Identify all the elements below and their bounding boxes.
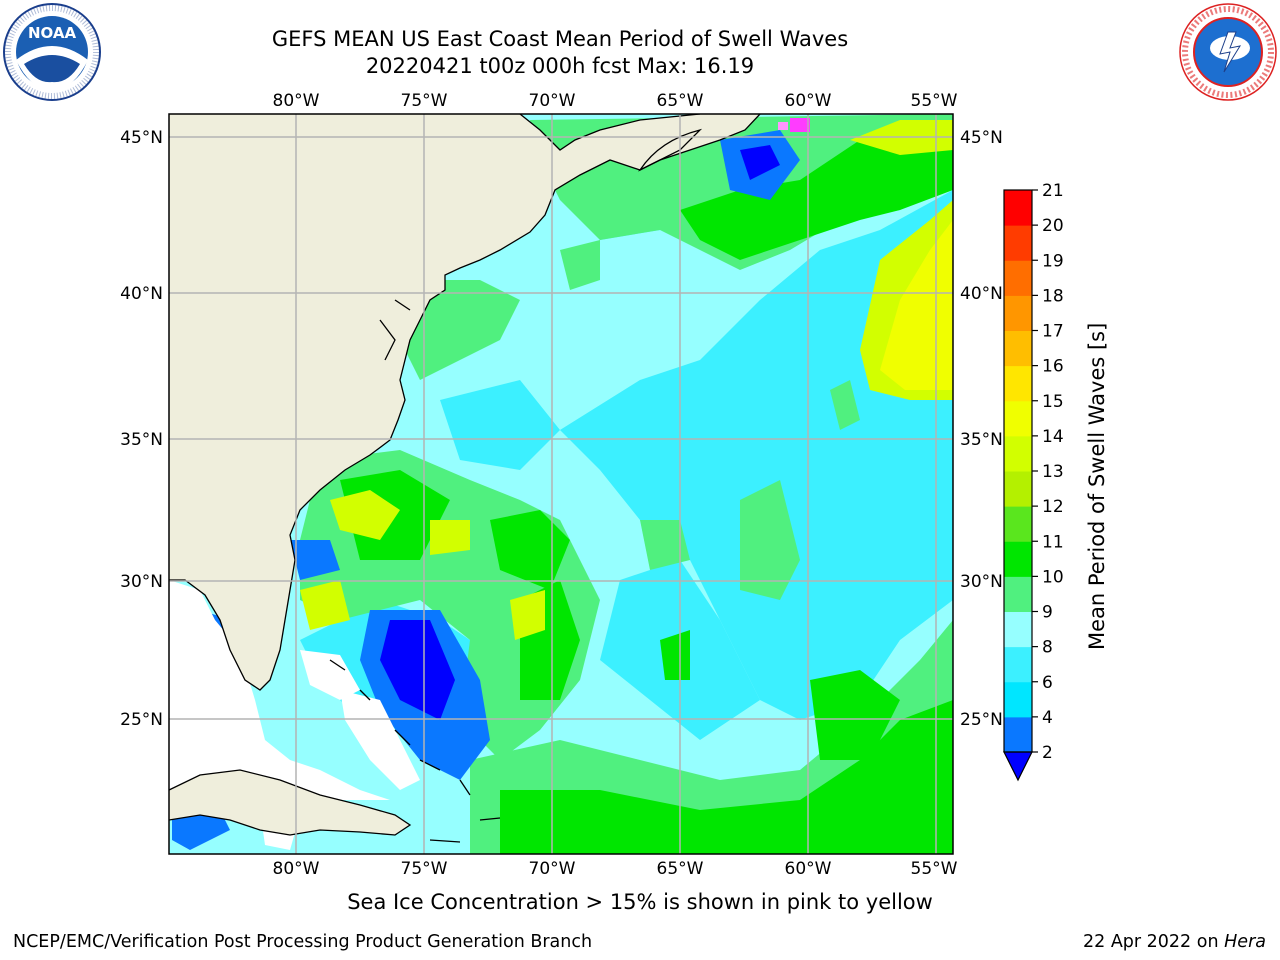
colorbar-segment [1004,365,1032,402]
lon-label: 55°W [911,859,958,879]
land-mass [169,114,760,835]
lat-label: 25°N [960,710,1003,730]
lat-labels-right: 45°N 40°N 35°N 30°N 25°N [960,128,1003,730]
no-data-region [169,580,420,850]
lat-label: 30°N [120,572,163,592]
footer-date: 22 Apr 2022 on Hera [1083,932,1266,952]
colorbar-tick-label: 10 [1042,567,1064,587]
sea-ice-patch-edge [778,122,788,130]
colorbar-segment [1004,576,1032,612]
colorbar-segment [1004,681,1032,718]
lon-label: 65°W [657,859,704,879]
noaa-logo-icon: NOAA [3,3,101,101]
colorbar-segment [1004,716,1032,753]
lat-label: 40°N [120,284,163,304]
lat-label: 35°N [960,430,1003,450]
colorbar-tick-label: 2 [1042,743,1053,763]
colorbar-tick-label: 15 [1042,392,1064,412]
colorbar-label: Mean Period of Swell Waves [s] [1085,322,1109,650]
colorbar-tick-label: 17 [1042,322,1064,342]
lon-label: 75°W [401,91,448,111]
footer-credit: NCEP/EMC/Verification Post Processing Pr… [13,932,593,952]
graticule [169,114,953,854]
colorbar-tick-label: 16 [1042,357,1064,377]
colorbar-tick-label: 4 [1042,708,1053,728]
colorbar-tick-label: 13 [1042,462,1064,482]
colorbar-tick-label: 9 [1042,603,1053,623]
colorbar: 2 4 6 8 9 10 11 12 13 14 15 16 17 18 19 20 21 [1003,181,1064,782]
colorbar-segment [1004,330,1032,367]
colorbar-segment [1004,646,1032,683]
lon-label: 80°W [273,859,320,879]
lon-label: 75°W [401,859,448,879]
lon-label: 65°W [657,91,704,111]
lat-labels-left: 45°N 40°N 35°N 30°N 25°N [120,128,163,730]
lat-label: 25°N [120,710,163,730]
sea-ice-caption: Sea Ice Concentration > 15% is shown in … [347,890,933,914]
colorbar-segment [1004,611,1032,648]
lon-label: 60°W [785,859,832,879]
colorbar-under-extension [1003,751,1033,782]
colorbar-segment [1004,435,1032,472]
lon-labels-top: 80°W 75°W 70°W 65°W 60°W 55°W [273,91,958,111]
colorbar-segment [1004,190,1032,226]
colorbar-tick-label: 18 [1042,286,1064,306]
colorbar-segment [1004,506,1032,542]
lon-label: 70°W [529,91,576,111]
footer-date-text: 22 Apr 2022 on [1082,932,1219,952]
lon-label: 55°W [911,91,958,111]
lat-label: 45°N [120,128,163,148]
colorbar-segment [1004,225,1032,261]
colorbar-tick-label: 6 [1042,673,1053,693]
colorbar-tick-label: 19 [1042,251,1064,271]
svg-text:NOAA: NOAA [28,24,77,42]
chart-subtitle: 20220421 t00z 000h fcst Max: 16.19 [365,54,755,78]
footer-machine: Hera [1224,932,1266,952]
colorbar-segment [1004,295,1032,331]
swell-zone-14-15 [880,220,953,390]
colorbar-segment [1004,541,1032,577]
lon-labels-bottom: 80°W 75°W 70°W 65°W 60°W 55°W [273,859,958,879]
colorbar-segment [1004,260,1032,296]
colorbar-tick-label: 20 [1042,216,1064,236]
lon-label: 60°W [785,91,832,111]
colorbar-tick-label: 11 [1042,532,1064,552]
sea-ice-patch [790,118,810,132]
lat-label: 35°N [120,430,163,450]
lat-label: 30°N [960,572,1003,592]
lon-label: 70°W [529,859,576,879]
colorbar-tick-label: 12 [1042,497,1064,517]
lat-label: 40°N [960,284,1003,304]
lon-label: 80°W [273,91,320,111]
nws-logo-icon [1179,3,1277,101]
colorbar-segment [1004,471,1032,507]
lat-label: 45°N [960,128,1003,148]
colorbar-tick-label: 8 [1042,638,1053,658]
map-area [169,114,953,854]
colorbar-segment [1004,400,1032,437]
colorbar-tick-label: 21 [1042,181,1064,201]
colorbar-tick-label: 14 [1042,427,1064,447]
chart-title: GEFS MEAN US East Coast Mean Period of S… [271,27,849,51]
map-frame [168,113,954,855]
